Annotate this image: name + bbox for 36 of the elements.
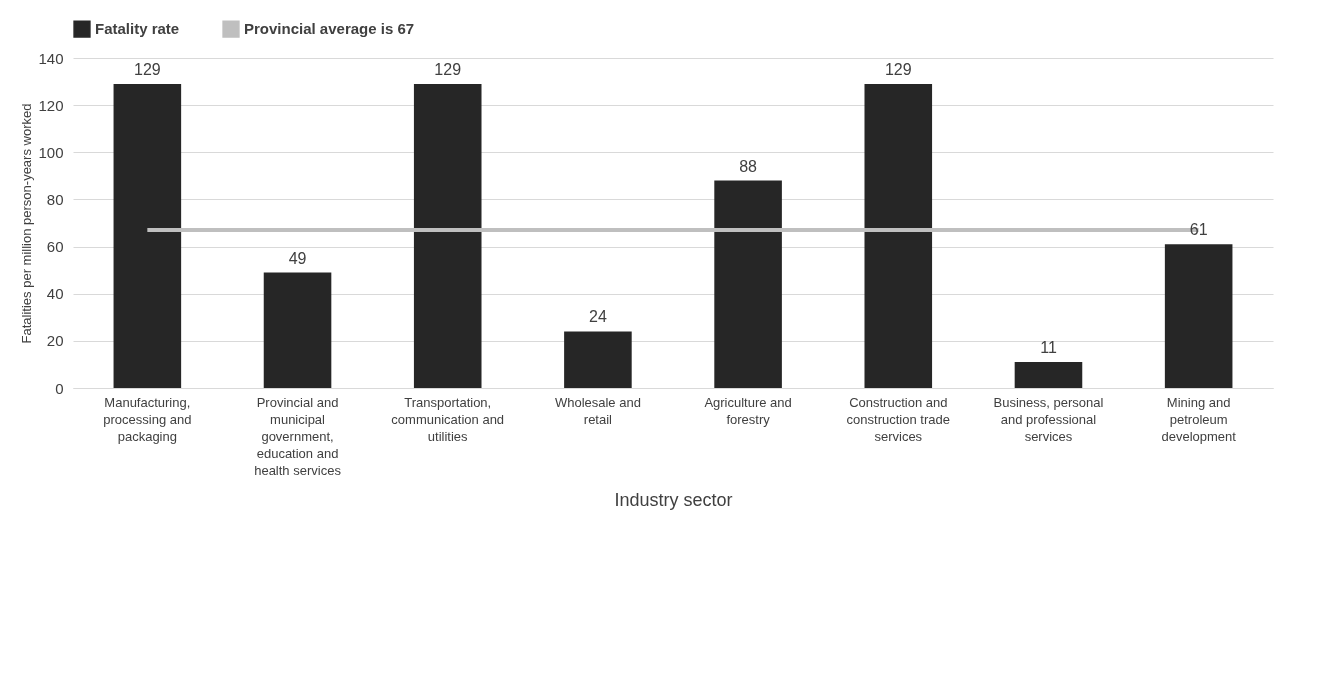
bar [413,83,482,388]
x-tick-label: Provincial and municipal government, education and health services [254,394,342,478]
y-tick-label: 80 [46,190,64,208]
bar [864,83,933,388]
y-tick-label: 100 [38,143,64,161]
data-label: 129 [434,60,462,78]
legend-label: Provincial average is 67 [244,20,415,38]
bar [263,272,332,388]
x-tick-label: Business, personal and professional services [993,394,1104,444]
legend-label: Fatality rate [95,20,180,38]
y-tick-label: 0 [55,379,64,397]
data-label: 129 [884,60,912,78]
bar [1014,362,1083,388]
y-tick-label: 40 [46,285,64,303]
y-tick-label: 60 [46,238,64,256]
bar [564,331,632,388]
x-tick-label: Agriculture and forestry [704,394,792,427]
y-tick-label: 20 [46,332,64,350]
data-label: 129 [133,60,161,78]
data-label: 88 [739,157,758,175]
x-tick-label: Transportation, communication and utilities [391,394,505,444]
x-axis-title: Industry sector [614,489,733,510]
data-label: 11 [1040,339,1057,357]
bar [714,180,782,388]
bar [1164,244,1233,388]
y-tick-label: 120 [38,96,64,114]
data-label: 49 [288,249,307,267]
bar [113,83,182,388]
x-tick-label: Construction and construction trade services [846,394,950,444]
x-tick-label: Manufacturing, processing and packaging [103,394,192,444]
y-axis-title: Fatalities per million person-years worked [19,103,35,344]
data-label: 24 [589,308,607,326]
x-tick-label: Wholesale and retail [554,394,641,427]
x-tick-label: Mining and petroleum development [1161,394,1237,444]
y-tick-label: 140 [38,49,64,67]
data-label: 61 [1189,221,1208,239]
